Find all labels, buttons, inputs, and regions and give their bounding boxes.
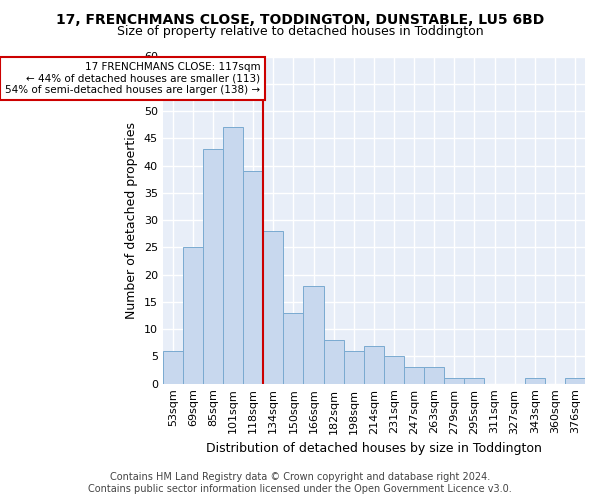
Bar	[203, 149, 223, 384]
Text: Size of property relative to detached houses in Toddington: Size of property relative to detached ho…	[116, 25, 484, 38]
Y-axis label: Number of detached properties: Number of detached properties	[125, 122, 138, 318]
Text: Contains HM Land Registry data © Crown copyright and database right 2024.
Contai: Contains HM Land Registry data © Crown c…	[88, 472, 512, 494]
Bar	[304, 286, 323, 384]
Bar	[404, 368, 424, 384]
Bar	[183, 248, 203, 384]
Bar	[243, 171, 263, 384]
Bar	[163, 351, 183, 384]
Bar	[565, 378, 585, 384]
Bar	[263, 231, 283, 384]
Bar	[344, 351, 364, 384]
Bar	[323, 340, 344, 384]
Bar	[424, 368, 444, 384]
Bar	[464, 378, 484, 384]
X-axis label: Distribution of detached houses by size in Toddington: Distribution of detached houses by size …	[206, 442, 542, 455]
Bar	[364, 346, 384, 384]
Bar	[444, 378, 464, 384]
Text: 17 FRENCHMANS CLOSE: 117sqm
← 44% of detached houses are smaller (113)
54% of se: 17 FRENCHMANS CLOSE: 117sqm ← 44% of det…	[5, 62, 260, 95]
Bar	[223, 128, 243, 384]
Bar	[283, 313, 304, 384]
Bar	[384, 356, 404, 384]
Bar	[524, 378, 545, 384]
Text: 17, FRENCHMANS CLOSE, TODDINGTON, DUNSTABLE, LU5 6BD: 17, FRENCHMANS CLOSE, TODDINGTON, DUNSTA…	[56, 12, 544, 26]
